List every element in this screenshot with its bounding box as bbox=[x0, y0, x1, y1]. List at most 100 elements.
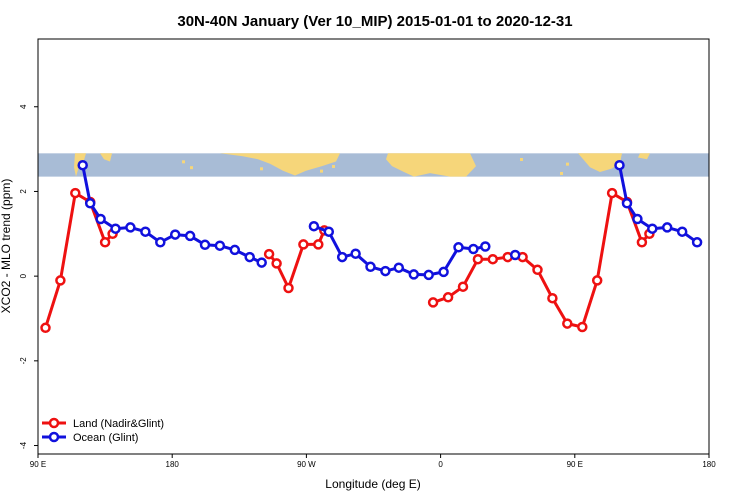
map-land-3 bbox=[386, 153, 476, 177]
map-island-3 bbox=[320, 169, 323, 173]
land-point-0-2 bbox=[70, 187, 81, 199]
ocean-point-2-0 bbox=[509, 249, 521, 261]
map-land-5 bbox=[638, 153, 650, 160]
x-axis: 90 E 180 90 W 0 90 E 180 bbox=[30, 454, 716, 469]
y-tick-label-4: 4 bbox=[19, 104, 28, 109]
land-point-2-8 bbox=[547, 292, 558, 304]
ocean-point-0-5 bbox=[140, 226, 151, 237]
ocean-point-0-2 bbox=[95, 213, 106, 225]
ocean-point-3-6 bbox=[691, 237, 703, 248]
legend-land-label: Land (Nadir&Glint) bbox=[73, 418, 164, 430]
ocean-point-1-6 bbox=[393, 262, 405, 273]
ocean-point-3-2 bbox=[632, 213, 643, 225]
x-axis-label: Longitude (deg E) bbox=[325, 477, 420, 491]
ocean-point-1-2 bbox=[336, 251, 348, 263]
legend-ocean-marker bbox=[48, 431, 60, 443]
ocean-point-0-13 bbox=[256, 257, 267, 268]
ocean-point-0-8 bbox=[184, 230, 196, 242]
land-point-1-2 bbox=[283, 282, 294, 294]
y-tick-label-2: 0 bbox=[19, 273, 28, 278]
ocean-point-1-11 bbox=[468, 243, 479, 255]
ocean-point-3-5 bbox=[676, 226, 688, 237]
series-layer bbox=[40, 159, 703, 334]
legend-item-ocean: Ocean (Glint) bbox=[42, 431, 138, 444]
land-point-2-7 bbox=[532, 264, 543, 276]
x-tick-label-0: 90 E bbox=[30, 460, 46, 469]
y-tick-label-0: -4 bbox=[19, 441, 28, 449]
map-island-1 bbox=[190, 166, 193, 170]
land-point-2-1 bbox=[442, 292, 454, 303]
land-point-2-0 bbox=[427, 297, 439, 308]
ocean-point-1-1 bbox=[323, 226, 335, 237]
land-line-0 bbox=[44, 191, 114, 329]
land-point-2-9 bbox=[562, 318, 573, 329]
ocean-point-0-12 bbox=[244, 251, 255, 263]
map-island-7 bbox=[566, 162, 569, 166]
chart-title: 30N-40N January (Ver 10_MIP) 2015-01-01 … bbox=[177, 13, 572, 30]
map-island-6 bbox=[560, 171, 563, 175]
ocean-point-1-12 bbox=[480, 241, 491, 252]
ocean-point-3-0 bbox=[614, 159, 625, 171]
y-axis: -4 -2 0 2 4 bbox=[19, 104, 38, 449]
x-tick-label-2: 90 W bbox=[297, 460, 316, 469]
ocean-point-0-7 bbox=[169, 229, 181, 240]
ocean-point-3-1 bbox=[621, 198, 633, 209]
map-ocean bbox=[38, 153, 709, 177]
plot-frame bbox=[37, 38, 710, 455]
land-point-0-4 bbox=[99, 237, 111, 248]
ocean-point-0-11 bbox=[229, 244, 241, 256]
ocean-point-1-5 bbox=[380, 265, 391, 277]
land-point-1-1 bbox=[271, 258, 282, 269]
y-tick-label-1: -2 bbox=[19, 357, 28, 365]
land-point-2-2 bbox=[457, 281, 469, 292]
y-axis-label: XCO2 - MLO trend (ppm) bbox=[0, 179, 13, 314]
ocean-point-1-7 bbox=[408, 269, 420, 280]
legend: Land (Nadir&Glint) Ocean (Glint) bbox=[42, 417, 164, 444]
ocean-point-0-6 bbox=[155, 237, 166, 248]
land-point-1-3 bbox=[298, 239, 309, 250]
land-point-0-1 bbox=[55, 275, 66, 286]
land-point-2-10 bbox=[577, 321, 588, 333]
land-point-1-4 bbox=[313, 239, 324, 250]
legend-ocean-label: Ocean (Glint) bbox=[73, 432, 138, 444]
map-land-2 bbox=[220, 153, 340, 176]
ocean-point-0-4 bbox=[125, 222, 136, 233]
ocean-point-1-8 bbox=[423, 269, 434, 281]
series-ocean bbox=[77, 159, 703, 281]
ocean-point-0-10 bbox=[214, 240, 226, 251]
legend-land-marker bbox=[48, 417, 60, 429]
x-tick-label-3: 0 bbox=[438, 460, 443, 469]
land-point-2-14 bbox=[636, 237, 648, 248]
map-island-2 bbox=[260, 167, 263, 171]
ocean-point-0-1 bbox=[84, 198, 96, 209]
ocean-point-1-0 bbox=[308, 220, 320, 232]
land-point-2-4 bbox=[487, 253, 499, 265]
ocean-point-1-4 bbox=[365, 261, 376, 273]
map-island-5 bbox=[520, 157, 523, 161]
map-island-0 bbox=[182, 160, 185, 164]
land-point-1-0 bbox=[263, 248, 275, 260]
x-tick-label-5: 180 bbox=[702, 460, 716, 469]
ocean-point-0-9 bbox=[199, 239, 211, 251]
land-point-0-0 bbox=[40, 322, 51, 334]
ocean-point-1-3 bbox=[350, 248, 361, 259]
land-point-2-3 bbox=[472, 253, 484, 265]
ocean-point-0-3 bbox=[110, 223, 121, 234]
land-point-2-11 bbox=[591, 275, 603, 286]
ocean-point-1-10 bbox=[453, 242, 464, 253]
ocean-point-3-4 bbox=[661, 222, 673, 233]
x-tick-label-1: 180 bbox=[166, 460, 180, 469]
y-tick-label-3: 2 bbox=[19, 189, 28, 194]
world-map-band bbox=[38, 153, 709, 177]
ocean-point-1-9 bbox=[438, 266, 449, 278]
land-line-2 bbox=[432, 191, 651, 329]
map-island-4 bbox=[332, 164, 335, 168]
x-tick-label-4: 90 E bbox=[567, 460, 583, 469]
map-land-4 bbox=[578, 153, 622, 172]
map-land-1 bbox=[100, 153, 112, 162]
legend-item-land: Land (Nadir&Glint) bbox=[42, 417, 164, 430]
series-land bbox=[40, 187, 655, 334]
ocean-point-0-0 bbox=[77, 159, 88, 171]
land-point-2-12 bbox=[606, 187, 618, 199]
